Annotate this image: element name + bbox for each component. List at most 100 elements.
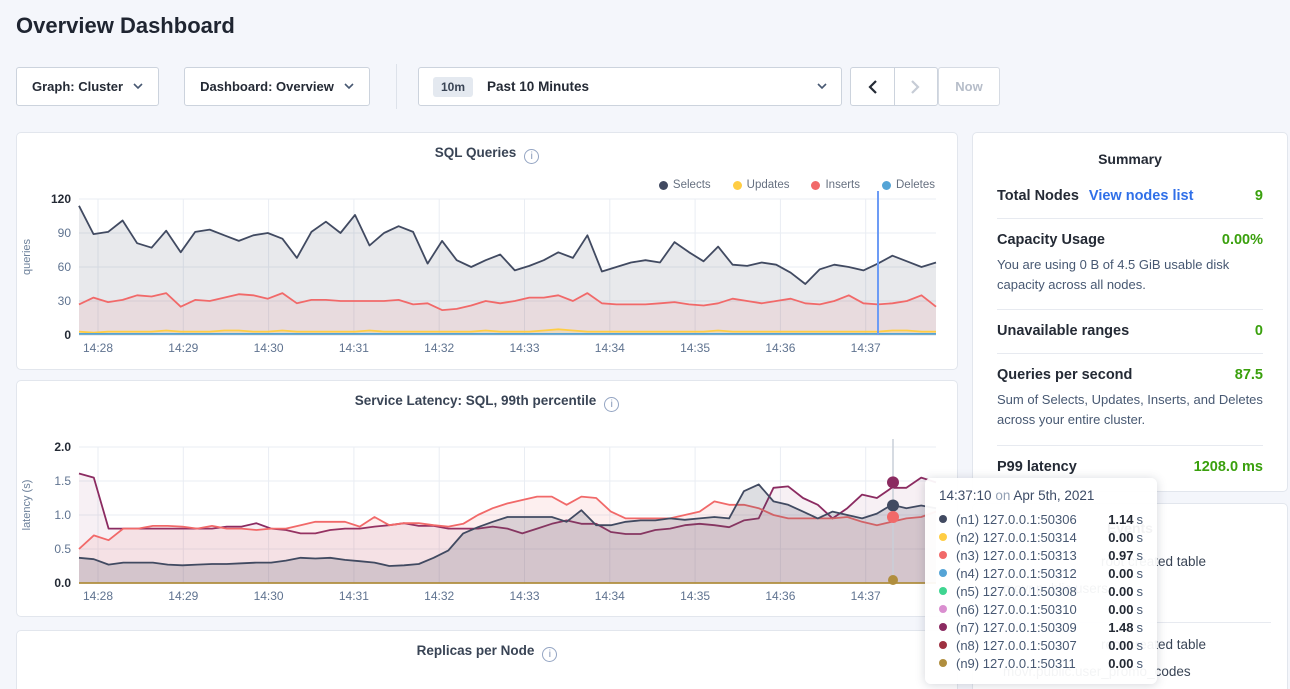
queries-per-second-label: Queries per second bbox=[997, 367, 1132, 383]
graph-dropdown-label: Graph: Cluster bbox=[32, 79, 123, 94]
tooltip-node-address: (n9) 127.0.0.1:50311 bbox=[956, 656, 1076, 671]
svg-text:14:30: 14:30 bbox=[254, 589, 284, 603]
svg-text:14:29: 14:29 bbox=[168, 341, 198, 355]
tooltip-node-value: 1.14 bbox=[1108, 512, 1133, 527]
service-latency-card: Service Latency: SQL, 99th percentilei l… bbox=[16, 380, 958, 617]
svg-text:90: 90 bbox=[58, 226, 72, 240]
svg-text:0.5: 0.5 bbox=[54, 542, 71, 556]
time-step-buttons bbox=[850, 67, 938, 106]
tooltip-node-row: (n6) 127.0.0.1:50310 0.00 s bbox=[939, 600, 1143, 618]
tooltip-node-row: (n9) 127.0.0.1:50311 0.00 s bbox=[939, 654, 1143, 672]
time-range-label: Past 10 Minutes bbox=[487, 79, 589, 94]
unavailable-ranges-value: 0 bbox=[1255, 323, 1263, 339]
tooltip-node-unit: s bbox=[1137, 530, 1144, 545]
svg-text:60: 60 bbox=[58, 260, 72, 274]
svg-text:14:28: 14:28 bbox=[83, 589, 113, 603]
tooltip-node-row: (n1) 127.0.0.1:50306 1.14 s bbox=[939, 510, 1143, 528]
svg-text:14:34: 14:34 bbox=[595, 341, 625, 355]
time-range-dropdown[interactable]: 10m Past 10 Minutes bbox=[418, 67, 842, 106]
svg-text:14:35: 14:35 bbox=[680, 341, 710, 355]
tooltip-node-row: (n3) 127.0.0.1:503130.97s bbox=[939, 546, 1143, 564]
total-nodes-label: Total Nodes bbox=[997, 188, 1079, 204]
replicas-per-node-card: Replicas per Nodei bbox=[16, 630, 958, 689]
tooltip-node-address: (n5) 127.0.0.1:50308 bbox=[956, 584, 1077, 599]
unavailable-ranges-label: Unavailable ranges bbox=[997, 323, 1129, 339]
queries-per-second-description: Sum of Selects, Updates, Inserts, and De… bbox=[997, 390, 1263, 430]
graph-dropdown[interactable]: Graph: Cluster bbox=[16, 67, 159, 106]
tooltip-node-value: 0.00 bbox=[1108, 656, 1133, 671]
capacity-usage-value: 0.00% bbox=[1222, 232, 1263, 248]
tooltip-node-value: 1.48 bbox=[1108, 620, 1133, 635]
node-color-dot-icon bbox=[939, 551, 947, 559]
dashboard-dropdown-label: Dashboard: Overview bbox=[200, 79, 334, 94]
tooltip-node-value: 0.00 bbox=[1108, 584, 1133, 599]
svg-text:14:35: 14:35 bbox=[680, 589, 710, 603]
tooltip-node-value: 0.00 bbox=[1108, 566, 1133, 581]
svg-text:14:31: 14:31 bbox=[339, 589, 369, 603]
tooltip-node-row: (n8) 127.0.0.1:503070.00s bbox=[939, 636, 1143, 654]
capacity-usage-label: Capacity Usage bbox=[997, 232, 1105, 248]
svg-text:30: 30 bbox=[58, 294, 72, 308]
tooltip-node-row: (n5) 127.0.0.1:503080.00s bbox=[939, 582, 1143, 600]
svg-text:14:37: 14:37 bbox=[851, 589, 881, 603]
svg-text:1.5: 1.5 bbox=[54, 474, 71, 488]
tooltip-node-value: 0.97 bbox=[1108, 548, 1133, 563]
tooltip-node-address: (n6) 127.0.0.1:50310 bbox=[956, 602, 1077, 617]
svg-text:0.0: 0.0 bbox=[54, 576, 71, 590]
tooltip-node-unit: s bbox=[1137, 566, 1144, 581]
svg-text:2.0: 2.0 bbox=[54, 440, 71, 454]
view-nodes-list-link[interactable]: View nodes list bbox=[1089, 188, 1194, 204]
chevron-down-icon bbox=[344, 83, 354, 90]
node-color-dot-icon bbox=[939, 659, 947, 667]
node-color-dot-icon bbox=[939, 587, 947, 595]
tooltip-node-row: (n7) 127.0.0.1:503091.48s bbox=[939, 618, 1143, 636]
svg-text:0: 0 bbox=[64, 328, 71, 342]
tooltip-node-unit: s bbox=[1137, 602, 1144, 617]
tooltip-node-address: (n3) 127.0.0.1:50313 bbox=[956, 548, 1077, 563]
svg-text:14:37: 14:37 bbox=[851, 341, 881, 355]
svg-text:14:32: 14:32 bbox=[424, 341, 454, 355]
svg-text:14:34: 14:34 bbox=[595, 589, 625, 603]
node-color-dot-icon bbox=[939, 641, 947, 649]
svg-text:14:31: 14:31 bbox=[339, 341, 369, 355]
tooltip-node-address: (n1) 127.0.0.1:50306 bbox=[956, 512, 1077, 527]
svg-text:14:33: 14:33 bbox=[509, 589, 539, 603]
node-color-dot-icon bbox=[939, 515, 947, 523]
svg-text:14:29: 14:29 bbox=[168, 589, 198, 603]
replicas-chart-title-row: Replicas per Nodei bbox=[17, 643, 957, 662]
service-latency-chart[interactable]: 0.0 0.5 1.0 1.5 2.0 14:28 14:29 14:30 14:31 14:32… bbox=[17, 381, 959, 618]
sql-queries-chart[interactable]: 030609012014:2814:2914:3014:3114:3214:33… bbox=[17, 133, 959, 371]
node-color-dot-icon bbox=[939, 623, 947, 631]
tooltip-node-value: 0.00 bbox=[1108, 530, 1133, 545]
chevron-down-icon bbox=[133, 83, 143, 90]
next-time-button[interactable] bbox=[894, 68, 938, 105]
queries-per-second-value: 87.5 bbox=[1235, 367, 1263, 383]
tooltip-node-address: (n4) 127.0.0.1:50312 bbox=[956, 566, 1077, 581]
svg-text:14:33: 14:33 bbox=[509, 341, 539, 355]
prev-time-button[interactable] bbox=[851, 68, 894, 105]
dashboard-dropdown[interactable]: Dashboard: Overview bbox=[184, 67, 370, 106]
svg-text:14:36: 14:36 bbox=[765, 589, 795, 603]
node-color-dot-icon bbox=[939, 533, 947, 541]
info-icon[interactable]: i bbox=[542, 647, 557, 662]
node-color-dot-icon bbox=[939, 569, 947, 577]
tooltip-node-unit: s bbox=[1137, 620, 1144, 635]
tooltip-node-value: 0.00 bbox=[1108, 638, 1133, 653]
p99-latency-value: 1208.0 ms bbox=[1194, 459, 1263, 475]
tooltip-node-value: 0.00 bbox=[1108, 602, 1133, 617]
svg-text:1.0: 1.0 bbox=[54, 508, 71, 522]
svg-text:120: 120 bbox=[51, 192, 71, 206]
tooltip-node-unit: s bbox=[1137, 656, 1144, 671]
sql-queries-card: SQL Queriesi SelectsUpdatesInsertsDelete… bbox=[16, 132, 958, 370]
capacity-usage-description: You are using 0 B of 4.5 GiB usable disk… bbox=[997, 255, 1263, 295]
tooltip-node-unit: s bbox=[1137, 512, 1144, 527]
node-color-dot-icon bbox=[939, 605, 947, 613]
chevron-down-icon bbox=[817, 83, 827, 90]
now-button[interactable]: Now bbox=[938, 67, 1000, 106]
tooltip-node-address: (n2) 127.0.0.1:50314 bbox=[956, 530, 1077, 545]
tooltip-node-address: (n8) 127.0.0.1:50307 bbox=[956, 638, 1077, 653]
p99-latency-label: P99 latency bbox=[997, 459, 1077, 475]
tooltip-node-row: (n4) 127.0.0.1:50312 0.00 s bbox=[939, 564, 1143, 582]
summary-title: Summary bbox=[973, 133, 1287, 167]
svg-text:14:32: 14:32 bbox=[424, 589, 454, 603]
